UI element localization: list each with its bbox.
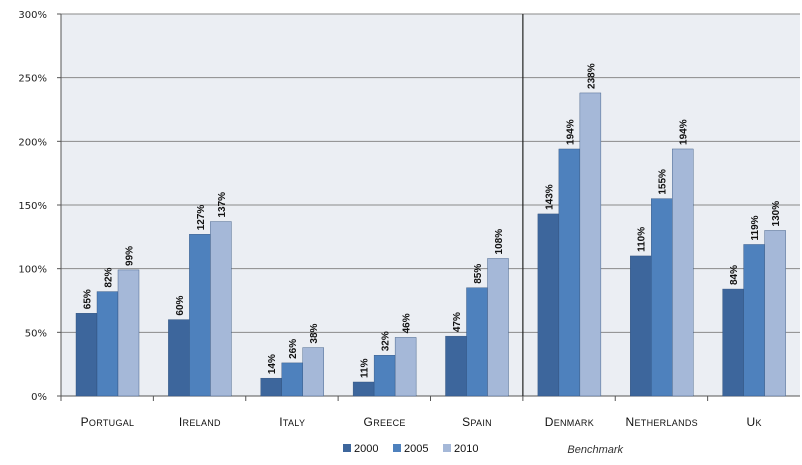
- data-label: 14%: [267, 354, 278, 374]
- bar-ireland-2010: [210, 221, 232, 397]
- bar-portugal-2005: [96, 291, 119, 397]
- bar-italy-2005: [281, 362, 303, 397]
- data-label: 65%: [83, 289, 94, 309]
- data-label: 60%: [175, 295, 186, 315]
- bar-greece-2005: [373, 355, 396, 397]
- y-tick-label: 50%: [25, 328, 47, 339]
- data-label: 119%: [750, 215, 761, 240]
- data-label: 47%: [452, 312, 463, 332]
- bar-greece-2000: [352, 381, 375, 397]
- data-label: 137%: [217, 192, 228, 218]
- bar-greece-2010: [394, 337, 417, 397]
- bar-italy-2000: [260, 377, 282, 397]
- legend-swatch-2000: [343, 444, 351, 452]
- data-label: 143%: [544, 184, 555, 210]
- y-tick-label: 0%: [31, 392, 47, 403]
- data-label: 82%: [104, 267, 115, 287]
- legend-swatch-2010: [443, 444, 451, 452]
- data-label: 46%: [402, 313, 413, 333]
- category-label-spain: SPAIN: [462, 415, 492, 429]
- bar-italy-2010: [302, 347, 324, 397]
- category-label-denmark: DENMARK: [545, 415, 594, 429]
- data-label: 84%: [729, 265, 740, 285]
- data-label: 108%: [494, 229, 505, 255]
- data-label: 110%: [637, 227, 648, 252]
- data-label: 26%: [288, 339, 299, 359]
- bar-portugal-2010: [117, 269, 140, 397]
- bar-uk-2010: [764, 230, 786, 397]
- bar-spain-2010: [487, 258, 509, 397]
- bar-netherlands-2005: [651, 198, 673, 397]
- data-label: 130%: [771, 201, 782, 227]
- category-label-uk: UK: [746, 415, 761, 429]
- bar-netherlands-2010: [672, 148, 694, 397]
- y-tick-label: 100%: [18, 265, 47, 276]
- bar-spain-2005: [466, 287, 488, 397]
- bar-denmark-2005: [558, 148, 581, 397]
- bar-denmark-2000: [537, 213, 560, 397]
- data-label: 194%: [565, 119, 576, 145]
- legend-swatch-2005: [393, 444, 401, 452]
- data-label: 238%: [586, 63, 597, 89]
- data-label: 99%: [125, 246, 136, 266]
- data-label: 127%: [196, 205, 207, 231]
- category-label-greece: GREECE: [364, 415, 406, 429]
- category-label-netherlands: NETHERLANDS: [626, 415, 698, 429]
- category-label-portugal: PORTUGAL: [81, 415, 135, 429]
- y-tick-label: 250%: [18, 74, 47, 85]
- data-label: 32%: [381, 331, 392, 351]
- benchmark-label: Benchmark: [567, 444, 623, 456]
- bar-uk-2000: [722, 288, 744, 397]
- category-label-italy: ITALY: [279, 415, 305, 429]
- y-tick-label: 200%: [18, 137, 47, 148]
- bar-denmark-2010: [579, 92, 602, 397]
- data-label: 11%: [360, 358, 371, 378]
- category-label-ireland: IRELAND: [179, 415, 221, 429]
- bar-spain-2000: [445, 335, 467, 397]
- legend-label-2010: 2010: [454, 443, 478, 455]
- bar-ireland-2000: [168, 319, 190, 397]
- data-label: 38%: [309, 323, 320, 343]
- data-label: 155%: [658, 169, 669, 195]
- legend-label-2000: 2000: [354, 443, 378, 455]
- bar-ireland-2005: [189, 234, 211, 397]
- bar-portugal-2000: [75, 313, 98, 397]
- legend-label-2005: 2005: [404, 443, 428, 455]
- y-tick-label: 150%: [18, 201, 47, 212]
- y-tick-label: 300%: [18, 10, 47, 21]
- bar-netherlands-2000: [630, 255, 652, 397]
- data-label: 85%: [473, 264, 484, 284]
- data-label: 194%: [679, 119, 690, 145]
- bar-uk-2005: [743, 244, 765, 397]
